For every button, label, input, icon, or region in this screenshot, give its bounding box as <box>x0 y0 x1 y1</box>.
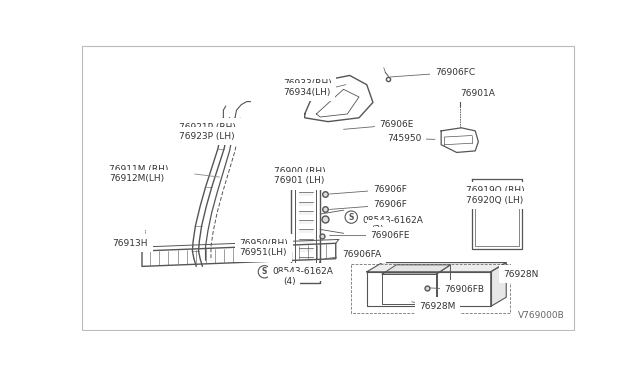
Text: 08543-6162A: 08543-6162A <box>358 216 423 225</box>
Text: (2): (2) <box>371 225 384 234</box>
Polygon shape <box>298 183 312 187</box>
Text: 76906F: 76906F <box>330 185 407 194</box>
Text: (4): (4) <box>283 276 296 286</box>
Polygon shape <box>298 230 312 233</box>
Polygon shape <box>298 266 312 270</box>
Text: 76906FE: 76906FE <box>330 231 410 240</box>
Polygon shape <box>298 192 312 196</box>
Text: 76901 (LH): 76901 (LH) <box>274 176 324 185</box>
Polygon shape <box>491 263 506 307</box>
Text: S: S <box>262 267 267 276</box>
Text: S: S <box>349 213 354 222</box>
Text: 76913H: 76913H <box>113 239 148 248</box>
Text: 76919Q (RH): 76919Q (RH) <box>466 186 525 195</box>
Text: 76951(LH): 76951(LH) <box>239 248 287 257</box>
Text: 76911M (RH): 76911M (RH) <box>109 165 169 174</box>
Text: 76912M(LH): 76912M(LH) <box>109 174 164 183</box>
Text: 76950(RH): 76950(RH) <box>239 239 289 248</box>
Text: 76921P (RH): 76921P (RH) <box>179 122 236 132</box>
Text: 76928M: 76928M <box>412 302 456 311</box>
Text: 76900 (RH): 76900 (RH) <box>274 167 325 176</box>
Text: 76934(LH): 76934(LH) <box>283 88 330 97</box>
Polygon shape <box>298 248 312 252</box>
Polygon shape <box>298 202 312 206</box>
Polygon shape <box>367 263 506 272</box>
Text: 76906E: 76906E <box>344 120 413 129</box>
Text: 76920Q (LH): 76920Q (LH) <box>466 196 524 205</box>
Polygon shape <box>298 257 312 261</box>
Polygon shape <box>382 265 451 274</box>
Text: 76933(RH): 76933(RH) <box>283 78 332 88</box>
Polygon shape <box>298 239 312 243</box>
Polygon shape <box>298 220 312 224</box>
Text: 76928N: 76928N <box>500 270 538 282</box>
Text: 76906F: 76906F <box>330 200 407 209</box>
Text: 76906FA: 76906FA <box>325 250 381 259</box>
Text: 76923P (LH): 76923P (LH) <box>179 132 235 141</box>
Polygon shape <box>298 211 312 215</box>
Text: 745950: 745950 <box>387 134 435 143</box>
Text: 76906FB: 76906FB <box>430 285 484 294</box>
Text: 76901A: 76901A <box>460 89 495 97</box>
Text: V769000B: V769000B <box>518 311 564 320</box>
Text: 76906FC: 76906FC <box>390 68 475 77</box>
Text: 08543-6162A: 08543-6162A <box>272 267 333 276</box>
